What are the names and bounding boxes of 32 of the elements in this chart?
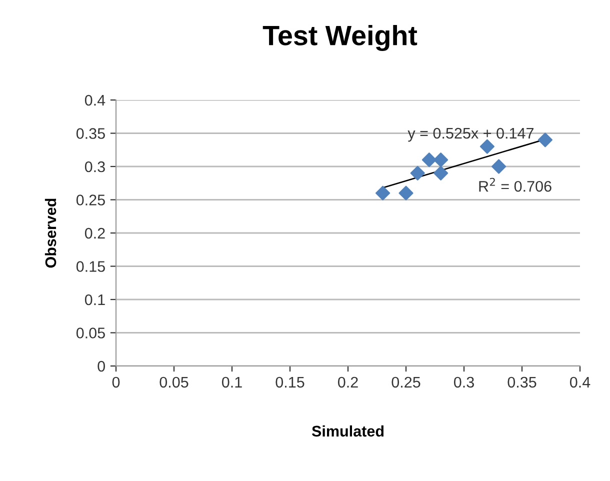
point <box>538 132 552 148</box>
x-tick-label: 0 <box>112 376 120 388</box>
y-tick-label: 0.35 <box>76 128 105 139</box>
point <box>434 166 448 180</box>
point <box>398 186 414 200</box>
x-tick-label: 0.2 <box>338 376 358 388</box>
point <box>480 139 494 154</box>
chart-title: Test Weight <box>262 24 418 52</box>
x-tick-label: 0.4 <box>570 376 590 388</box>
y-tick-label: 0.4 <box>84 94 106 106</box>
x-tick-label: 0.1 <box>222 376 242 388</box>
x-tick-label: 0.05 <box>160 376 188 388</box>
point <box>410 166 425 180</box>
point <box>376 186 390 200</box>
x-tick-label: 0.15 <box>276 376 304 388</box>
x-tick-label: 0.25 <box>392 376 420 388</box>
annotation: y = 0.525x + 0.147 <box>408 128 534 142</box>
y-tick-label: 0.25 <box>76 194 105 206</box>
y-tick-label: 0.3 <box>84 161 105 172</box>
y-tick-label: 0.2 <box>84 228 105 239</box>
point <box>434 152 448 168</box>
y-tick-label: 0.1 <box>84 294 105 306</box>
x-tick-label: 0.35 <box>508 376 536 388</box>
y-tick-label: 0.15 <box>76 261 105 272</box>
x-axis-title: Simulated <box>312 425 384 437</box>
point <box>492 159 506 174</box>
x-tick-label: 0.3 <box>454 376 474 388</box>
y-axis-title: Observed <box>44 198 56 268</box>
annotation: R$^{2}$ = 0.706 <box>479 178 552 192</box>
y-tick-label: 0.05 <box>76 328 105 338</box>
y-tick-label: 0 <box>98 360 105 372</box>
point <box>422 152 436 168</box>
